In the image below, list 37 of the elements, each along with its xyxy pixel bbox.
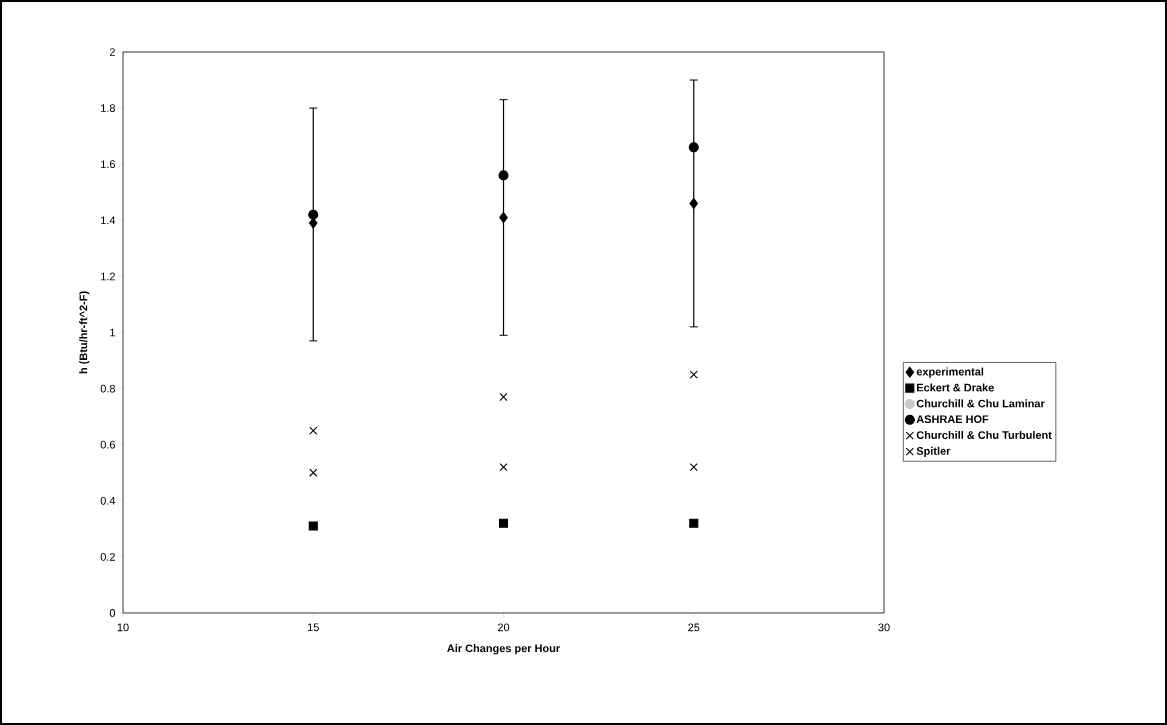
point	[498, 170, 509, 181]
point	[308, 521, 318, 531]
y-tick-label: 1.2	[101, 272, 115, 281]
y-tick-label: 1.8	[101, 104, 115, 112]
y-tick-label: 1	[110, 328, 115, 337]
point	[499, 463, 508, 472]
legend-label: experimental	[916, 367, 984, 378]
x-tick-label: 15	[307, 623, 319, 632]
x-tick-label: 20	[497, 623, 510, 632]
point	[689, 197, 699, 209]
legend-label: Eckert & Drake	[917, 383, 994, 392]
point	[309, 468, 318, 477]
y-tick-label: 0.6	[100, 440, 115, 449]
y-tick-label: 0.2	[100, 553, 115, 561]
legend-label: Churchill & Chu Turbulent	[916, 430, 1052, 439]
x-tick-label: 30	[878, 623, 890, 632]
point	[689, 518, 699, 528]
legend-label: Spitler	[916, 446, 951, 458]
point	[688, 142, 699, 153]
y-tick-label: 2	[109, 48, 115, 56]
point	[309, 426, 318, 435]
point	[689, 370, 698, 379]
y-tick-label: 1.4	[101, 216, 116, 225]
legend-label: Churchill & Chu Laminar	[916, 399, 1045, 408]
x-tick-label: 25	[688, 623, 700, 632]
y-tick-label: 1.6	[101, 160, 115, 169]
y-tick-label: 0	[109, 609, 116, 617]
x-tick-label: 10	[117, 623, 129, 632]
point	[689, 463, 698, 472]
point	[498, 518, 509, 528]
y-axis-title: h (Btu/hr-ft^2-F)	[79, 291, 90, 374]
point	[499, 392, 508, 402]
point	[308, 209, 319, 220]
x-axis-title: Air Changes per Hour	[447, 644, 560, 655]
y-tick-label: 0.4	[100, 496, 116, 505]
legend-label: ASHRAE HOF	[916, 415, 989, 424]
y-tick-label: 0.8	[100, 384, 115, 393]
